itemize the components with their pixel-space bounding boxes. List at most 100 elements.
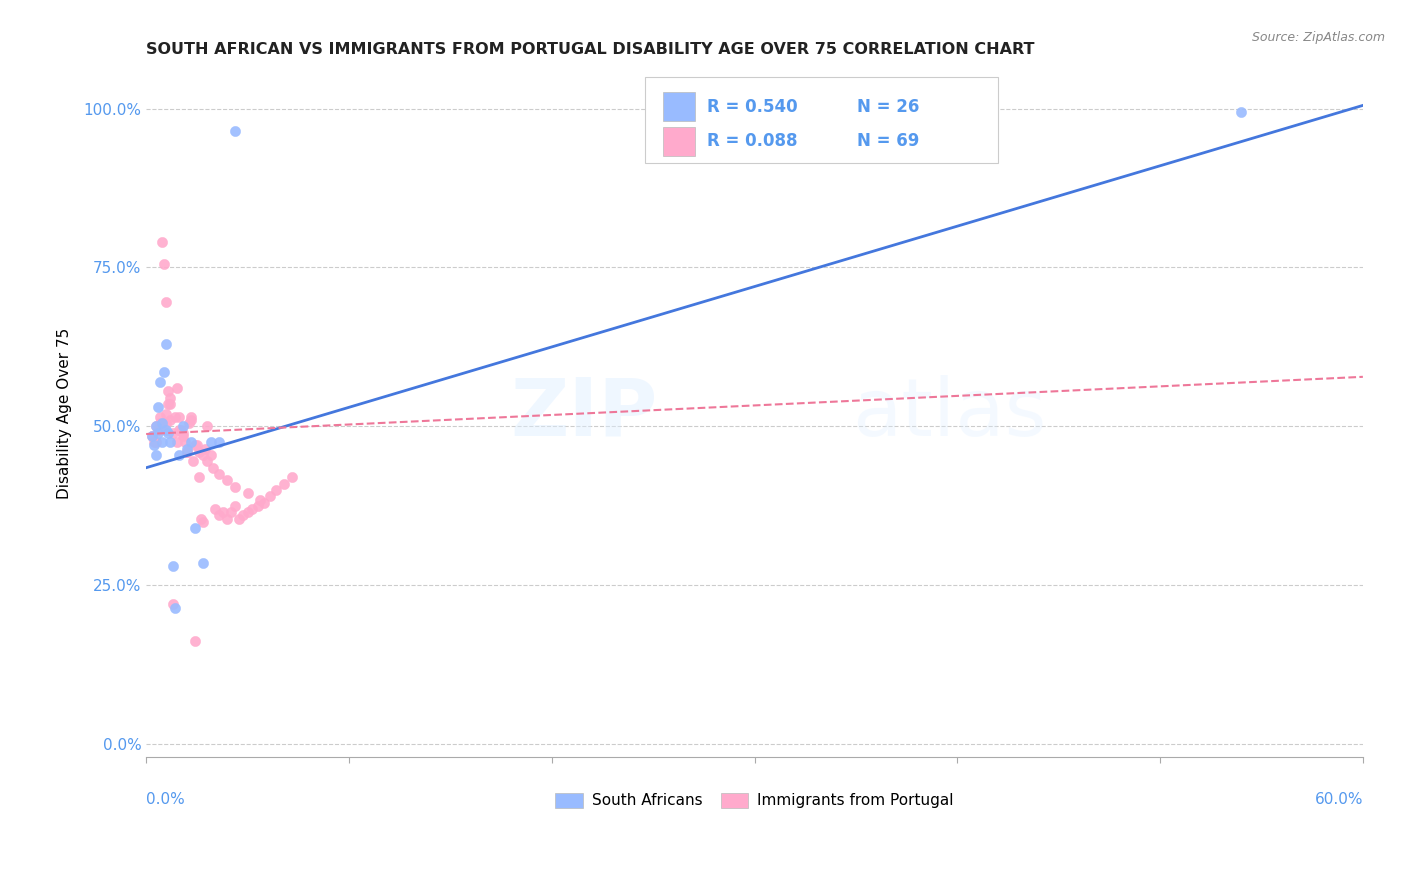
Point bbox=[162, 559, 184, 574]
Point bbox=[181, 454, 204, 468]
Point bbox=[149, 416, 172, 430]
Text: SOUTH AFRICAN VS IMMIGRANTS FROM PORTUGAL DISABILITY AGE OVER 75 CORRELATION CHA: SOUTH AFRICAN VS IMMIGRANTS FROM PORTUGA… bbox=[146, 42, 1035, 57]
Point bbox=[150, 416, 173, 430]
Point bbox=[149, 375, 172, 389]
Point bbox=[172, 429, 194, 443]
Point bbox=[264, 483, 287, 497]
Point bbox=[159, 397, 181, 411]
Point bbox=[155, 336, 177, 351]
Point bbox=[217, 511, 239, 525]
Text: ZIP: ZIP bbox=[510, 375, 657, 452]
Point bbox=[172, 419, 194, 434]
Point bbox=[281, 470, 304, 484]
Point bbox=[187, 470, 209, 484]
Point bbox=[180, 413, 202, 427]
Point bbox=[187, 445, 209, 459]
Point bbox=[150, 435, 173, 450]
Point bbox=[180, 409, 202, 424]
Point bbox=[148, 425, 170, 440]
Point bbox=[184, 438, 207, 452]
Point bbox=[176, 442, 198, 456]
Point bbox=[190, 511, 212, 525]
Point bbox=[163, 600, 186, 615]
Point bbox=[155, 407, 177, 421]
Point bbox=[249, 492, 271, 507]
Point bbox=[184, 634, 207, 648]
Text: N = 26: N = 26 bbox=[856, 98, 920, 116]
Text: R = 0.540: R = 0.540 bbox=[707, 98, 797, 116]
Point bbox=[176, 445, 198, 459]
Point bbox=[155, 423, 177, 437]
Point bbox=[236, 505, 259, 519]
Point bbox=[208, 467, 231, 481]
Point bbox=[169, 423, 191, 437]
Point bbox=[184, 521, 207, 535]
Point bbox=[208, 435, 231, 450]
Point bbox=[191, 448, 214, 462]
Point bbox=[162, 598, 184, 612]
Text: Source: ZipAtlas.com: Source: ZipAtlas.com bbox=[1251, 31, 1385, 45]
Point bbox=[232, 508, 254, 523]
FancyBboxPatch shape bbox=[645, 78, 998, 163]
Point bbox=[145, 419, 167, 434]
Point bbox=[153, 365, 176, 379]
Point bbox=[200, 435, 222, 450]
Point bbox=[157, 384, 180, 399]
Point bbox=[273, 476, 295, 491]
Point bbox=[221, 505, 243, 519]
Point bbox=[163, 409, 186, 424]
Point bbox=[162, 425, 184, 440]
Point bbox=[157, 425, 180, 440]
Point bbox=[166, 435, 188, 450]
Point bbox=[159, 413, 181, 427]
Point bbox=[186, 438, 208, 452]
Point bbox=[195, 454, 218, 468]
Point bbox=[150, 419, 173, 434]
Text: atlas: atlas bbox=[852, 375, 1046, 452]
Point bbox=[228, 511, 250, 525]
Point bbox=[145, 419, 167, 434]
Point bbox=[153, 257, 176, 271]
Point bbox=[194, 442, 217, 456]
Point bbox=[141, 429, 163, 443]
Point bbox=[143, 435, 166, 450]
Point bbox=[173, 435, 195, 450]
Point bbox=[148, 401, 170, 415]
Point bbox=[191, 515, 214, 529]
Point bbox=[212, 505, 235, 519]
Point bbox=[253, 496, 276, 510]
Point bbox=[1230, 104, 1253, 119]
Point bbox=[204, 502, 226, 516]
Point bbox=[208, 508, 231, 523]
Point bbox=[155, 416, 177, 430]
Point bbox=[167, 409, 190, 424]
Point bbox=[150, 235, 173, 249]
Text: 0.0%: 0.0% bbox=[146, 792, 186, 807]
Point bbox=[149, 409, 172, 424]
Point bbox=[217, 474, 239, 488]
Point bbox=[148, 423, 170, 437]
FancyBboxPatch shape bbox=[664, 93, 695, 121]
Y-axis label: Disability Age Over 75: Disability Age Over 75 bbox=[58, 328, 72, 500]
Text: N = 69: N = 69 bbox=[856, 132, 920, 150]
Point bbox=[166, 381, 188, 395]
Point bbox=[159, 435, 181, 450]
Point bbox=[177, 416, 200, 430]
Point bbox=[157, 397, 180, 411]
Point bbox=[224, 499, 246, 513]
Point bbox=[141, 429, 163, 443]
Point bbox=[145, 435, 167, 450]
FancyBboxPatch shape bbox=[664, 127, 695, 155]
Point bbox=[236, 486, 259, 500]
Point bbox=[167, 423, 190, 437]
Point bbox=[180, 435, 202, 450]
Point bbox=[224, 480, 246, 494]
Point bbox=[259, 489, 281, 503]
Text: R = 0.088: R = 0.088 bbox=[707, 132, 797, 150]
Legend: South Africans, Immigrants from Portugal: South Africans, Immigrants from Portugal bbox=[548, 787, 960, 814]
Point bbox=[172, 425, 194, 440]
Point bbox=[145, 448, 167, 462]
Point bbox=[167, 448, 190, 462]
Point bbox=[246, 499, 269, 513]
Point bbox=[202, 460, 225, 475]
